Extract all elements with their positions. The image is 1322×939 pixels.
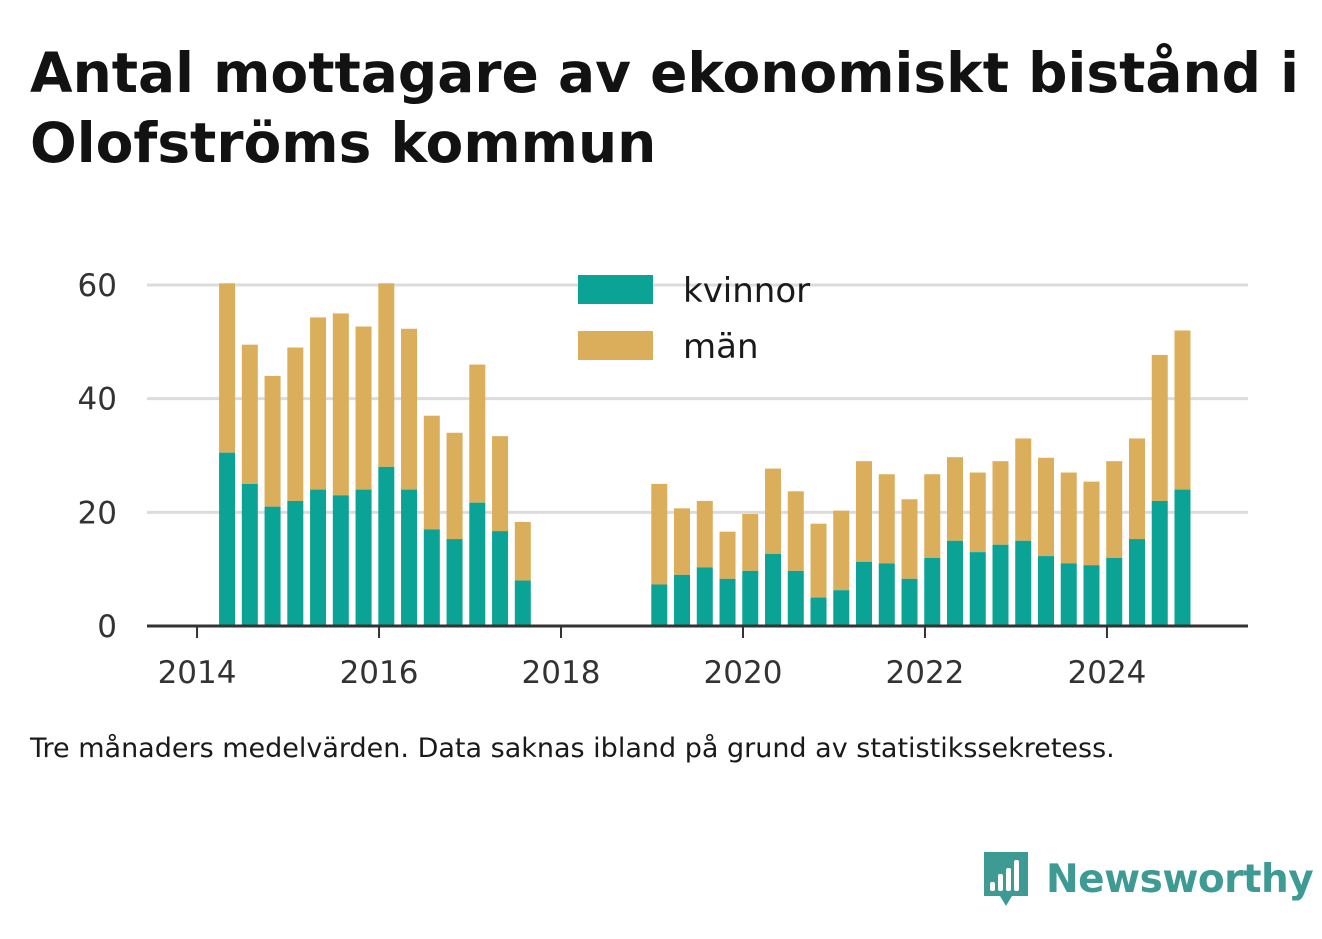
bar-man <box>1128 438 1145 540</box>
bar-man <box>1106 461 1123 558</box>
bar-man <box>924 474 941 558</box>
bar-kvinnor <box>1060 563 1077 626</box>
bar-man <box>241 344 258 484</box>
bar-kvinnor <box>241 483 258 626</box>
bar-kvinnor <box>1083 565 1100 626</box>
brand[interactable]: Newsworthy <box>980 848 1314 910</box>
bar-kvinnor <box>674 574 691 626</box>
bar-man <box>719 531 736 579</box>
bar-kvinnor <box>1015 540 1032 626</box>
y-tick-label: 0 <box>97 609 117 645</box>
bar-man <box>1015 438 1032 541</box>
y-tick-label: 60 <box>78 268 117 304</box>
bar-kvinnor <box>992 544 1009 626</box>
x-tick-label: 2020 <box>704 655 783 691</box>
bar-man <box>787 491 804 571</box>
bar-kvinnor <box>332 495 349 626</box>
bar-kvinnor <box>514 580 531 626</box>
bar-man <box>1060 472 1077 564</box>
legend-label: män <box>683 327 759 367</box>
bar-man <box>423 415 440 530</box>
legend-label: kvinnor <box>683 271 810 311</box>
bar-man <box>651 483 668 585</box>
bar-kvinnor <box>833 590 850 626</box>
bar-kvinnor <box>1037 556 1054 626</box>
bar-kvinnor <box>787 570 804 626</box>
bar-kvinnor <box>696 567 713 626</box>
bar-man <box>332 313 349 496</box>
bar-kvinnor <box>1174 489 1191 626</box>
bar-kvinnor <box>423 529 440 626</box>
y-tick-label: 40 <box>78 382 117 418</box>
bar-man <box>469 364 486 503</box>
bar-kvinnor <box>355 489 372 626</box>
bar-kvinnor <box>287 500 304 626</box>
x-tick-label: 2016 <box>340 655 419 691</box>
bar-man <box>696 500 713 568</box>
bar-kvinnor <box>446 539 463 626</box>
x-tick-label: 2018 <box>522 655 601 691</box>
bar-man <box>1037 457 1054 557</box>
legend: kvinnor män <box>578 271 810 367</box>
bar-kvinnor <box>719 578 736 626</box>
bar-man <box>901 499 918 579</box>
bar-kvinnor <box>1106 557 1123 626</box>
bar-kvinnor <box>742 570 759 626</box>
bar-kvinnor <box>810 597 827 626</box>
bar-kvinnor <box>969 552 986 626</box>
bar-man <box>947 457 964 541</box>
bar-man <box>856 461 873 562</box>
x-tick-label: 2014 <box>158 655 237 691</box>
bar-man <box>287 347 304 501</box>
bar-kvinnor <box>878 563 895 626</box>
bar-man <box>1174 330 1191 490</box>
bar-kvinnor <box>856 561 873 626</box>
legend-swatch <box>578 331 653 360</box>
bar-man <box>401 328 418 490</box>
bar-man <box>446 432 463 540</box>
bar-man <box>514 521 531 581</box>
bars <box>219 283 1191 626</box>
bar-man <box>810 523 827 598</box>
legend-swatch <box>578 275 653 304</box>
axes: 0 20 40 60 2014 2016 2018 2020 2022 2024 <box>78 268 1248 691</box>
bar-kvinnor <box>401 489 418 626</box>
bar-kvinnor <box>264 506 281 626</box>
bar-kvinnor <box>947 540 964 626</box>
x-tick-label: 2022 <box>886 655 965 691</box>
bar-kvinnor <box>469 502 486 626</box>
bar-man <box>378 283 395 467</box>
bar-man <box>992 461 1009 545</box>
x-tick-label: 2024 <box>1068 655 1147 691</box>
bar-man <box>833 510 850 591</box>
bar-kvinnor <box>310 489 327 626</box>
bar-man <box>765 468 782 554</box>
bar-man <box>1151 354 1168 501</box>
bar-man <box>969 472 986 553</box>
bar-kvinnor <box>1128 539 1145 626</box>
chart-title: Antal mottagare av ekonomiskt bistånd i … <box>30 41 1300 175</box>
bar-man <box>1083 481 1100 566</box>
bar-man <box>878 474 895 564</box>
bar-kvinnor <box>378 466 395 626</box>
newsworthy-logo-icon <box>984 852 1028 906</box>
chart-note: Tre månaders medelvärden. Data saknas ib… <box>30 733 1115 764</box>
bar-kvinnor <box>765 553 782 626</box>
bar-man <box>310 317 327 490</box>
bar-kvinnor <box>924 557 941 626</box>
bar-man <box>219 283 236 453</box>
bar-kvinnor <box>901 578 918 626</box>
bar-man <box>355 326 372 490</box>
y-tick-label: 20 <box>78 495 117 531</box>
bar-kvinnor <box>492 531 509 626</box>
bar-man <box>492 436 509 532</box>
bar-man <box>742 514 759 571</box>
brand-name: Newsworthy <box>1046 856 1314 902</box>
bar-kvinnor <box>219 452 236 626</box>
bar-man <box>674 508 691 575</box>
bar-kvinnor <box>651 584 668 626</box>
bar-kvinnor <box>1151 500 1168 626</box>
bar-man <box>264 375 281 507</box>
